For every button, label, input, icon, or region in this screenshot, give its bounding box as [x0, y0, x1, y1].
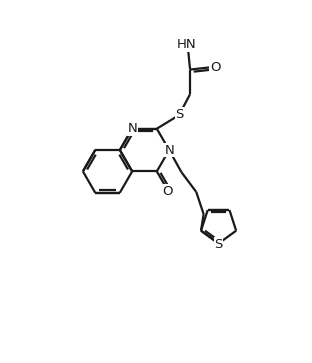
Text: S: S [214, 238, 223, 251]
Text: O: O [162, 184, 173, 197]
Text: N: N [164, 143, 174, 156]
Text: N: N [127, 122, 137, 135]
Text: S: S [176, 108, 184, 121]
Text: HN: HN [176, 38, 196, 52]
Text: O: O [210, 61, 221, 74]
